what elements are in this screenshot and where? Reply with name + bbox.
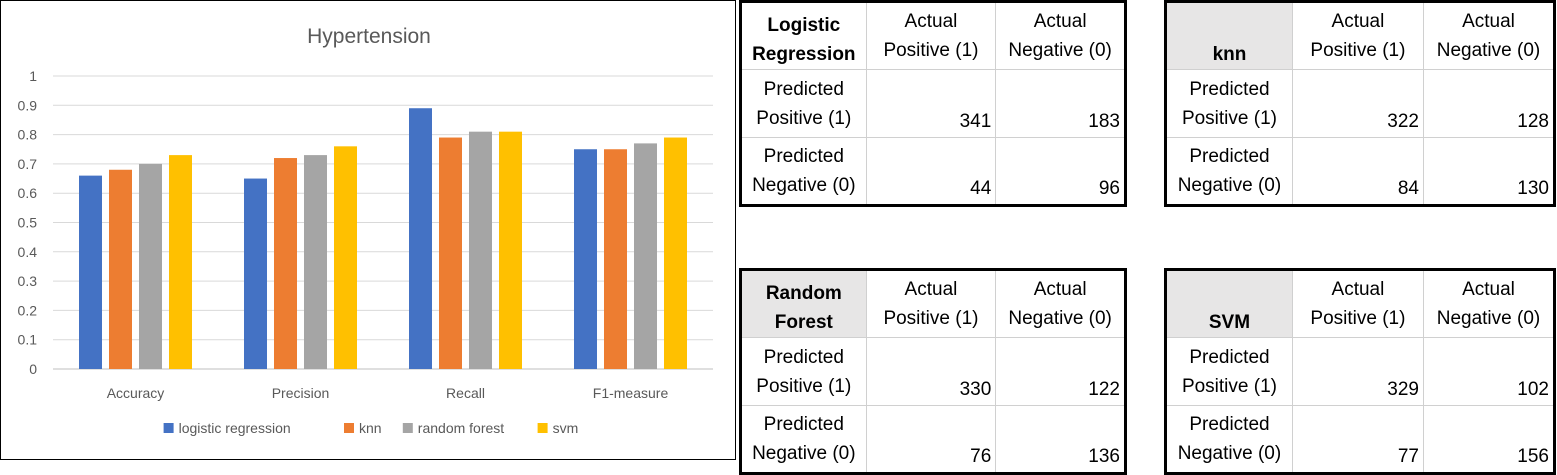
bar — [664, 137, 687, 369]
y-tick-label: 0.8 — [18, 127, 38, 143]
cell-false-negative: 44 — [865, 137, 996, 206]
table-title: knn — [1165, 1, 1293, 70]
col-header-actual-positive: Actual Positive (1) — [865, 269, 996, 338]
bar — [604, 149, 627, 369]
chart-panel: Hypertension 0 0.1 0.2 0.3 0.4 0.5 0.6 0.7 0.8 0.… — [0, 0, 736, 460]
y-tick-label: 0.4 — [18, 244, 38, 260]
row-header-predicted-negative: Predicted Negative (0) — [1177, 146, 1282, 196]
col-header-actual-positive: Actual Positive (1) — [1291, 269, 1424, 338]
bar — [304, 155, 327, 369]
y-tick-label: 0.9 — [18, 97, 38, 113]
legend-swatch — [163, 423, 174, 433]
cell-true-negative: 96 — [995, 137, 1126, 206]
cell-false-positive: 128 — [1422, 69, 1555, 138]
row-header-predicted-positive: Predicted Positive (1) — [740, 337, 867, 406]
cell-false-positive: 122 — [995, 337, 1126, 406]
row-header-predicted-negative: Predicted Negative (0) — [752, 414, 856, 464]
y-tick-label: 0.3 — [18, 273, 38, 289]
gridlines — [53, 75, 713, 370]
row-header-predicted-positive: Predicted Positive (1) — [740, 69, 867, 138]
bar — [499, 131, 522, 369]
legend: logistic regression knn random forest svm — [163, 420, 579, 436]
bar — [574, 149, 597, 369]
y-tick-label: 1 — [29, 68, 37, 84]
row-header-predicted-negative: Predicted Negative (0) — [1177, 414, 1282, 464]
col-header-actual-positive: Actual Positive (1) — [865, 1, 996, 70]
table-title: SVM — [1165, 269, 1293, 338]
legend-swatch — [344, 423, 354, 433]
bar — [409, 108, 432, 369]
category-label: Precision — [272, 385, 330, 401]
row-header-predicted-positive: Predicted Positive (1) — [1165, 337, 1293, 406]
chart-title: Hypertension — [307, 25, 431, 48]
y-tick-label: 0.5 — [18, 215, 38, 231]
y-tick-label: 0.2 — [18, 302, 38, 318]
y-tick-label: 0.7 — [18, 156, 38, 172]
y-tick-label: 0 — [29, 361, 37, 377]
cell-true-negative: 156 — [1422, 405, 1555, 474]
bar — [634, 143, 657, 369]
confusion-table-logistic-regression: Logistic Regression Actual Positive (1) Ac… — [739, 0, 1127, 207]
table-title: Random Forest — [740, 269, 867, 338]
row-header-predicted-positive: Predicted Positive (1) — [1165, 69, 1293, 138]
legend-label: random forest — [418, 420, 504, 436]
col-header-actual-negative: Actual Negative (0) — [995, 1, 1126, 70]
confusion-table-random-forest: Random Forest Actual Positive (1) Actual Ne… — [739, 268, 1127, 475]
bar — [244, 178, 267, 369]
bar — [439, 137, 462, 369]
row-header-predicted-negative: Predicted Negative (0) — [752, 146, 856, 196]
y-tick-label: 0.1 — [18, 332, 38, 348]
category-label: Accuracy — [107, 385, 165, 401]
cell-true-positive: 341 — [865, 69, 996, 138]
col-header-actual-negative: Actual Negative (0) — [995, 269, 1126, 338]
category-labels: Accuracy Precision Recall F1-measure — [107, 385, 669, 401]
legend-label: knn — [359, 420, 382, 436]
confusion-table-knn: knn Actual Positive (1) Actual Negative (0… — [1164, 0, 1556, 207]
cell-true-negative: 130 — [1422, 137, 1555, 206]
bar — [274, 158, 297, 369]
bar — [109, 169, 132, 369]
cell-false-positive: 183 — [995, 69, 1126, 138]
table-title: Logistic Regression — [740, 1, 867, 70]
cell-true-positive: 330 — [865, 337, 996, 406]
bar-chart: Hypertension 0 0.1 0.2 0.3 0.4 0.5 0.6 0.7 0.8 0.… — [18, 25, 713, 436]
bar — [79, 175, 102, 369]
legend-label: svm — [553, 420, 579, 436]
cell-false-negative: 76 — [865, 405, 996, 474]
category-label: F1-measure — [593, 385, 669, 401]
cell-true-positive: 322 — [1291, 69, 1424, 138]
cell-false-negative: 77 — [1291, 405, 1424, 474]
cell-true-negative: 136 — [995, 405, 1126, 474]
legend-label: logistic regression — [179, 420, 291, 436]
bar — [334, 146, 357, 369]
cell-false-positive: 102 — [1422, 337, 1555, 406]
y-axis-ticks: 0 0.1 0.2 0.3 0.4 0.5 0.6 0.7 0.8 0.9 1 — [18, 68, 38, 377]
cell-false-negative: 84 — [1291, 137, 1424, 206]
bar — [469, 131, 492, 369]
category-label: Recall — [446, 385, 485, 401]
bar — [169, 155, 192, 369]
cell-true-positive: 329 — [1291, 337, 1424, 406]
bar — [139, 163, 162, 369]
legend-swatch — [537, 423, 548, 433]
col-header-actual-positive: Actual Positive (1) — [1291, 1, 1424, 70]
col-header-actual-negative: Actual Negative (0) — [1422, 269, 1555, 338]
legend-swatch — [402, 423, 413, 433]
y-tick-label: 0.6 — [18, 185, 38, 201]
col-header-actual-negative: Actual Negative (0) — [1422, 1, 1555, 70]
confusion-table-svm: SVM Actual Positive (1) Actual Negative (0… — [1164, 268, 1556, 475]
bars — [79, 108, 687, 369]
